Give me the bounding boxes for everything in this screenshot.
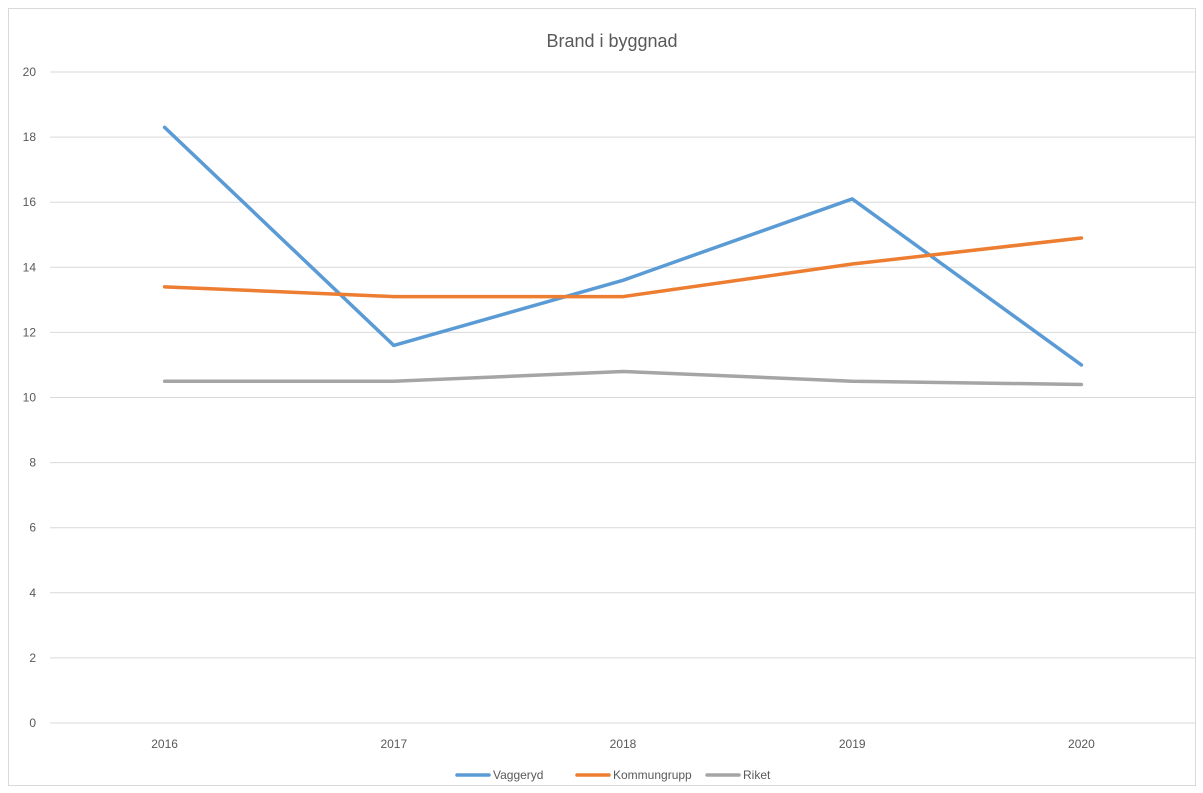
x-tick-label: 2018 (610, 737, 637, 751)
y-axis-tick-labels: 0 2 4 6 8 10 12 14 16 18 20 (23, 65, 37, 730)
legend-label: Vaggeryd (493, 768, 543, 782)
y-tick-label: 14 (23, 260, 37, 274)
legend-label: Kommungrupp (613, 768, 692, 782)
chart-title: Brand i byggnad (546, 31, 677, 51)
legend: Vaggeryd Kommungrupp Riket (455, 768, 771, 782)
x-axis-tick-labels: 2016 2017 2018 2019 2020 (151, 737, 1095, 751)
data-point (392, 379, 396, 383)
x-tick-label: 2019 (839, 737, 866, 751)
y-tick-label: 0 (29, 716, 36, 730)
legend-entry-vaggeryd: Vaggeryd (455, 768, 543, 782)
data-point (621, 278, 625, 282)
data-point (850, 379, 854, 383)
y-tick-label: 8 (29, 456, 36, 470)
series-line-riket (162, 369, 1084, 387)
y-tick-label: 16 (23, 195, 37, 209)
legend-entry-kommungrupp: Kommungrupp (575, 768, 692, 782)
data-point (850, 262, 854, 266)
data-point (850, 197, 854, 201)
data-point (163, 125, 167, 129)
x-tick-label: 2017 (380, 737, 407, 751)
data-point (1079, 363, 1083, 367)
series-lines (162, 125, 1084, 387)
data-point (392, 295, 396, 299)
y-tick-label: 6 (29, 521, 36, 535)
data-point (1079, 382, 1083, 386)
x-tick-label: 2020 (1068, 737, 1095, 751)
y-tick-label: 10 (23, 391, 37, 405)
gridlines (50, 71, 1196, 724)
data-point (392, 343, 396, 347)
data-point (1079, 236, 1083, 240)
y-tick-label: 18 (23, 130, 37, 144)
data-point (163, 379, 167, 383)
y-tick-label: 20 (23, 65, 37, 79)
data-point (163, 285, 167, 289)
data-point (621, 369, 625, 373)
legend-label: Riket (743, 768, 771, 782)
y-tick-label: 4 (29, 586, 36, 600)
data-point (621, 295, 625, 299)
legend-entry-riket: Riket (705, 768, 771, 782)
y-tick-label: 12 (23, 325, 37, 339)
series-line-vaggeryd (162, 125, 1084, 367)
x-tick-label: 2016 (151, 737, 178, 751)
y-tick-label: 2 (29, 651, 36, 665)
